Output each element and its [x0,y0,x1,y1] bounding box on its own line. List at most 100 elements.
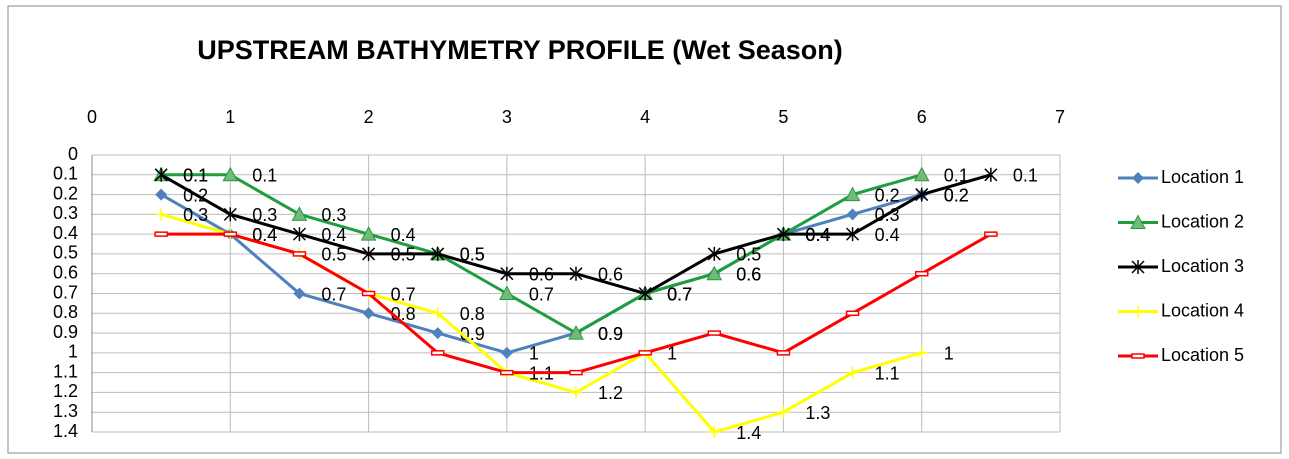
data-label: 0.3 [252,205,277,225]
data-label: 0.1 [183,166,208,186]
data-label: 1 [944,344,954,364]
y-tick-label: 0.4 [53,223,78,243]
y-tick-label: 0.5 [53,243,78,263]
y-tick-label: 0.2 [53,183,78,203]
legend-label: Location 1 [1161,167,1244,187]
marker [846,208,859,221]
data-label: 0.7 [667,284,692,304]
data-label: 0.4 [252,225,277,245]
marker [431,246,445,261]
y-tick-label: 0.9 [53,322,78,342]
x-tick-label: 6 [917,107,927,127]
data-label: 0.9 [598,324,623,344]
legend-label: Location 3 [1161,256,1244,276]
data-label: 0.6 [598,264,623,284]
data-label: 1.1 [875,363,900,383]
marker [222,166,239,182]
y-tick-label: 0.8 [53,302,78,322]
y-tick-label: 1.1 [53,361,78,381]
data-label: 0.2 [875,185,900,205]
data-label: 0.4 [805,225,830,245]
marker [984,231,998,237]
data-label: 1 [667,344,677,364]
chart-border [7,5,1282,454]
data-label: 0.9 [598,324,623,344]
y-tick-label: 1.3 [53,401,78,421]
data-label: 1.3 [805,403,830,423]
marker [776,350,791,356]
legend-label: Location 2 [1161,211,1244,231]
data-label: 0.1 [183,166,208,186]
marker [360,226,377,241]
marker [568,325,584,340]
data-label: 0.5 [321,245,346,265]
marker [915,346,928,359]
marker [915,187,929,202]
y-tick-label: 0.1 [53,164,78,184]
x-tick-label: 0 [87,107,97,127]
data-label: 0.4 [875,225,900,245]
marker [431,307,444,320]
marker [223,207,237,222]
marker [223,231,238,237]
y-tick-label: 1 [68,342,78,362]
legend-marker [1131,353,1145,359]
x-tick-label: 5 [778,107,788,127]
data-label: 1.2 [598,383,623,403]
data-label: 0.4 [391,225,416,245]
data-label: 0.5 [736,245,761,265]
legend-marker [1132,305,1144,318]
data-label: 0.6 [736,264,761,284]
data-label: 0.3 [321,205,346,225]
legend-marker [1132,172,1144,184]
marker [846,227,860,242]
marker [846,366,859,379]
data-label: 0.7 [529,284,554,304]
series-line [161,232,992,375]
marker [292,251,307,257]
data-label: 0.8 [460,304,485,324]
marker [914,270,929,277]
marker [362,246,376,261]
marker [293,287,306,300]
marker [638,286,652,301]
data-label: 0.7 [667,284,692,304]
marker [913,166,930,182]
marker [845,310,860,317]
marker [777,406,790,419]
data-label: 0.6 [736,264,761,284]
data-label: 0.7 [391,284,416,304]
marker [291,206,308,221]
marker [708,426,721,438]
data-label: 0.5 [391,245,416,265]
data-label: 0.1 [1013,166,1038,186]
data-label: 0.1 [252,166,277,186]
marker [431,327,444,340]
marker [361,290,376,297]
legend-marker [1130,214,1146,229]
y-tick-label: 1.2 [53,381,78,401]
marker [292,227,306,242]
marker [500,346,513,359]
marker [154,167,168,182]
y-tick-label: 0.6 [53,262,78,282]
marker [500,266,514,281]
data-label: 0.2 [944,185,969,205]
legend-label: Location 4 [1161,300,1244,320]
marker [569,266,583,281]
x-tick-label: 1 [225,107,235,127]
marker [844,186,861,202]
marker [499,285,515,300]
y-tick-label: 1.4 [53,421,78,441]
marker [570,386,582,399]
marker [706,265,723,281]
marker [500,369,514,376]
data-label: 0.5 [460,245,485,265]
marker [984,167,998,182]
legend-label: Location 5 [1161,345,1244,365]
data-label: 0.4 [252,225,277,245]
data-label: 0.4 [321,225,346,245]
x-tick-label: 7 [1055,107,1065,127]
marker [707,330,722,336]
data-label: 1 [529,344,539,364]
